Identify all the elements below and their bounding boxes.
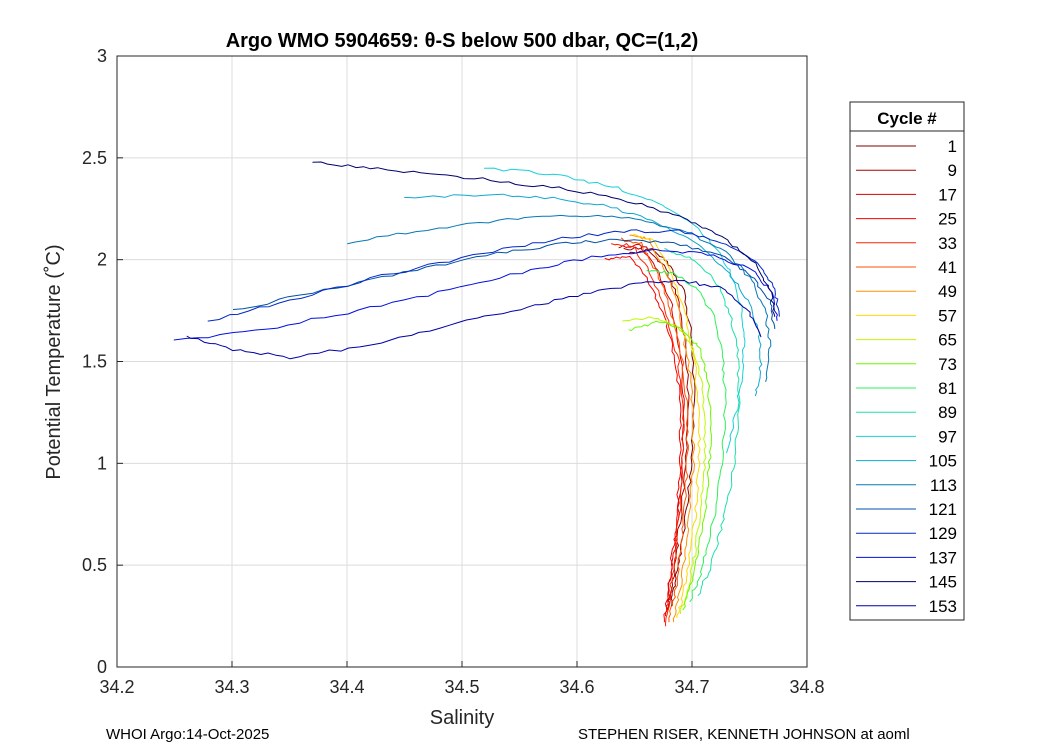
series-line-97 [483,167,746,454]
legend-label-137: 137 [929,548,957,567]
x-tick-label: 34.2 [99,677,134,697]
footer-date: WHOI Argo:14-Oct-2025 [106,726,270,743]
legend-label-33: 33 [938,234,957,253]
legend-label-9: 9 [948,161,957,180]
legend-label-97: 97 [938,427,957,446]
legend-label-89: 89 [938,403,957,422]
series-line-153 [186,279,762,360]
series-line-105 [404,193,763,397]
x-tick-label: 34.6 [559,677,594,697]
axis-ticks: 34.2 34.3 34.4 34.5 34.6 34.7 34.8 0 0.5 1 1.5 2 2.5… [82,46,825,697]
legend-label-41: 41 [938,258,957,277]
y-tick-label: 2.5 [82,148,107,168]
legend-label-57: 57 [938,306,957,325]
series-line-33 [610,243,685,627]
legend-label-25: 25 [938,210,957,229]
legend: Cycle # 1 9 17 25 33 41 49 57 65 73 81 89 97 105 113 12… [849,101,965,621]
chart-title: Argo WMO 5904659: θ-S below 500 dbar, QC… [226,30,699,52]
y-axis-label: Potential Temperature (˚C) [43,244,65,479]
legend-label-145: 145 [929,573,957,592]
legend-title: Cycle # [877,109,937,128]
legend-label-153: 153 [929,597,957,616]
legend-label-1: 1 [948,137,957,156]
series-line-145 [312,161,776,317]
legend-label-105: 105 [929,452,957,471]
series-line-81 [646,269,727,603]
series-line-49 [629,234,696,623]
series-line-73 [628,320,712,611]
series-line-129 [207,229,780,322]
legend-label-73: 73 [938,355,957,374]
x-tick-label: 34.5 [444,677,479,697]
y-tick-label: 0 [97,657,107,677]
x-tick-label: 34.7 [674,677,709,697]
x-tick-label: 34.8 [789,677,824,697]
series-line-25 [604,255,682,623]
y-tick-label: 2 [97,250,107,270]
y-tick-label: 1 [97,453,107,473]
footer-credits: STEPHEN RISER, KENNETH JOHNSON at aoml [578,726,910,743]
legend-label-129: 129 [929,524,957,543]
legend-label-121: 121 [929,500,957,519]
legend-label-113: 113 [930,476,957,495]
legend-label-65: 65 [938,331,957,350]
series-line-137 [173,248,778,341]
legend-label-49: 49 [938,282,957,301]
x-axis-label: Salinity [430,707,494,729]
series-lines [173,161,780,627]
series-line-41 [620,237,689,623]
series-line-121 [232,238,776,329]
series-line-57 [633,233,701,619]
series-line-113 [347,214,772,383]
x-tick-label: 34.3 [214,677,249,697]
x-tick-label: 34.4 [329,677,364,697]
legend-label-81: 81 [938,379,957,398]
series-line-65 [622,316,707,615]
series-line-89 [664,247,741,597]
y-tick-label: 3 [97,46,107,66]
legend-label-17: 17 [938,185,957,204]
y-tick-label: 0.5 [82,555,107,575]
y-tick-label: 1.5 [82,352,107,372]
